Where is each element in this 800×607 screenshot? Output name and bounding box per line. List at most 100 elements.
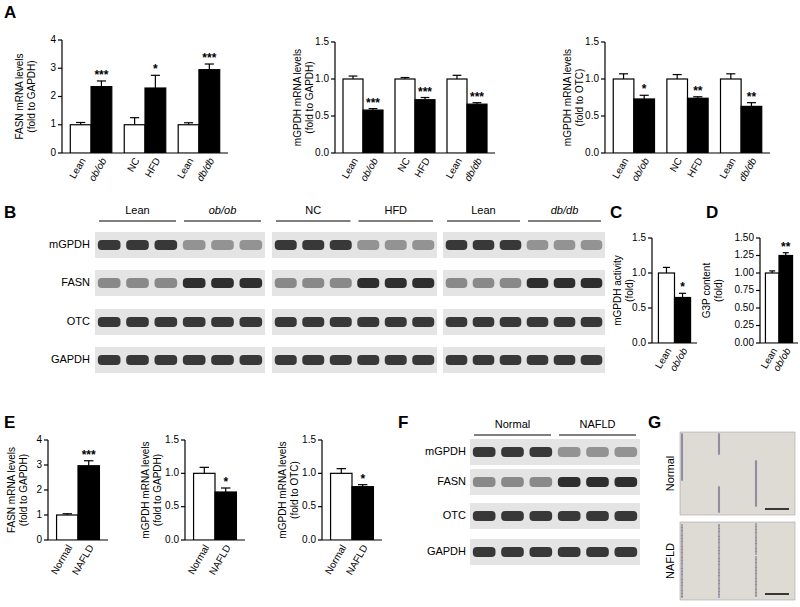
- nucleus: [681, 589, 683, 591]
- nucleus: [718, 507, 720, 509]
- blot-group-label: ob/ob: [209, 204, 237, 216]
- nucleus: [755, 561, 757, 563]
- bar: [741, 106, 762, 153]
- blot-band: [554, 355, 576, 365]
- significance: *: [642, 82, 647, 96]
- nucleus: [681, 562, 683, 564]
- nucleus: [755, 553, 757, 555]
- blot-band: [155, 278, 178, 288]
- nucleus: [681, 549, 683, 551]
- bar: [721, 79, 742, 153]
- blot-group-line: [184, 221, 261, 222]
- blot-row-label: OTC: [67, 315, 90, 327]
- blot-strip: [95, 270, 265, 296]
- y-tick: [181, 473, 185, 474]
- y-tick-label: 0.25: [735, 319, 755, 330]
- nucleus: [718, 498, 720, 500]
- y-tick-label: 1.0: [585, 73, 599, 84]
- blot-band: [446, 355, 468, 365]
- x-tick-label: db/db: [736, 155, 758, 183]
- x-tick-label: HFD: [685, 156, 705, 179]
- nucleus: [755, 539, 757, 541]
- error-bar-cap: [76, 122, 85, 123]
- nucleus: [718, 446, 720, 448]
- blot-band: [385, 355, 407, 365]
- nucleus: [681, 587, 683, 589]
- nucleus: [681, 450, 683, 452]
- nucleus: [681, 461, 683, 463]
- nucleus: [755, 548, 757, 550]
- y-tick-label: 1.0: [165, 467, 179, 478]
- nucleus: [755, 491, 757, 493]
- bar: [145, 88, 166, 153]
- x-tick-label: Lean: [717, 156, 738, 181]
- blot-band: [586, 447, 609, 457]
- y-tick: [756, 237, 760, 238]
- blot-band: [302, 240, 324, 250]
- blot-band: [586, 547, 609, 557]
- x-tick-label: db/db: [462, 155, 484, 183]
- blot-strip: [95, 309, 265, 335]
- blot-band: [183, 240, 206, 250]
- nucleus: [718, 583, 720, 585]
- nucleus: [755, 543, 757, 545]
- y-axis-label: FASN mRNA levels: [14, 53, 25, 139]
- significance: ***: [418, 85, 432, 99]
- error-bar-cap: [130, 117, 139, 118]
- nucleus: [755, 495, 757, 497]
- blot-band: [501, 447, 524, 457]
- nucleus: [681, 559, 683, 561]
- nucleus: [681, 435, 683, 437]
- nucleus: [755, 575, 757, 577]
- bar-chart: mGPDH mRNA levels(fold to OTC)0.00.51.01…: [562, 36, 770, 183]
- panel-label: F: [398, 413, 408, 432]
- error-bar: [619, 74, 628, 79]
- nucleus: [718, 500, 720, 502]
- nucleus: [718, 441, 720, 443]
- blot-band: [554, 240, 576, 250]
- bar: [215, 492, 236, 540]
- nucleus: [718, 538, 720, 540]
- nucleus: [755, 542, 757, 544]
- y-tick-label: 0.00: [735, 337, 755, 348]
- nucleus: [718, 552, 720, 554]
- y-axis-line: [651, 238, 652, 343]
- nucleus: [718, 435, 720, 437]
- nucleus: [718, 564, 720, 566]
- y-tick: [318, 539, 322, 540]
- x-tick-label: HFD: [412, 156, 432, 179]
- blot-band: [357, 355, 379, 365]
- nucleus: [718, 442, 720, 444]
- nucleus: [718, 506, 720, 508]
- panel-label: G: [648, 413, 661, 432]
- nucleus: [681, 452, 683, 454]
- blot-band: [330, 355, 352, 365]
- nucleus: [755, 465, 757, 467]
- panel-label: A: [4, 3, 16, 22]
- nucleus: [755, 545, 757, 547]
- significance: ***: [94, 68, 108, 82]
- blot-band: [155, 317, 178, 327]
- nucleus: [718, 525, 720, 527]
- bar-chart: FASN mRNA levels(fold to GAPDH)01234Lean…: [14, 34, 228, 183]
- blot-strip: [443, 270, 605, 296]
- y-tick-label: 2: [50, 90, 56, 101]
- y-tick: [331, 41, 335, 42]
- error-bar: [401, 78, 410, 79]
- error-bar-cap: [619, 73, 628, 74]
- nucleus: [755, 564, 757, 566]
- x-tick-label: Lean: [175, 156, 196, 181]
- bar-chart: G3P content(fold)0.000.250.500.751.001.2…: [701, 232, 798, 373]
- bar-chart: mGPDH activity(fold)0.00.51.01.5Lean*ob/…: [612, 232, 697, 373]
- nucleus: [755, 468, 757, 470]
- error-bar: [663, 267, 670, 273]
- nucleus: [681, 554, 683, 556]
- panel-label: C: [610, 203, 622, 222]
- nucleus: [755, 487, 757, 489]
- y-tick-label: 3: [36, 459, 42, 470]
- error-bar: [673, 75, 682, 79]
- y-tick: [318, 473, 322, 474]
- nucleus: [718, 494, 720, 496]
- y-tick-label: 1.5: [302, 434, 316, 445]
- blot-band: [530, 547, 553, 557]
